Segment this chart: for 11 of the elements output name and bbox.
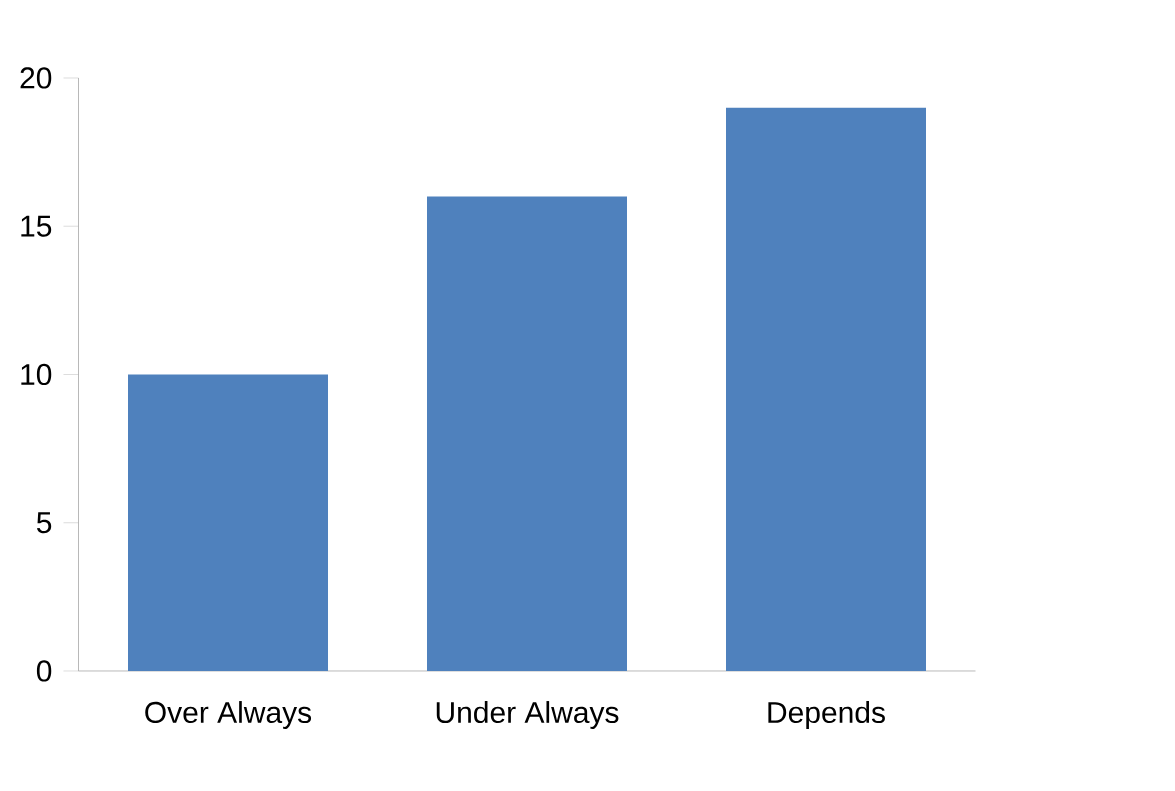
x-tick-label: Under Always (436, 701, 619, 729)
y-tick-label: 20 (20, 67, 52, 89)
x-tick-label: Over Always (145, 701, 312, 729)
bar (128, 374, 329, 671)
bar (427, 196, 627, 671)
y-tick-label: 10 (21, 363, 52, 386)
x-tick-label: Depends (768, 701, 885, 729)
bar (726, 107, 926, 671)
y-tick-label: 0 (36, 660, 52, 682)
y-tick-label: 15 (21, 215, 52, 237)
y-tick-label: 5 (36, 512, 52, 534)
